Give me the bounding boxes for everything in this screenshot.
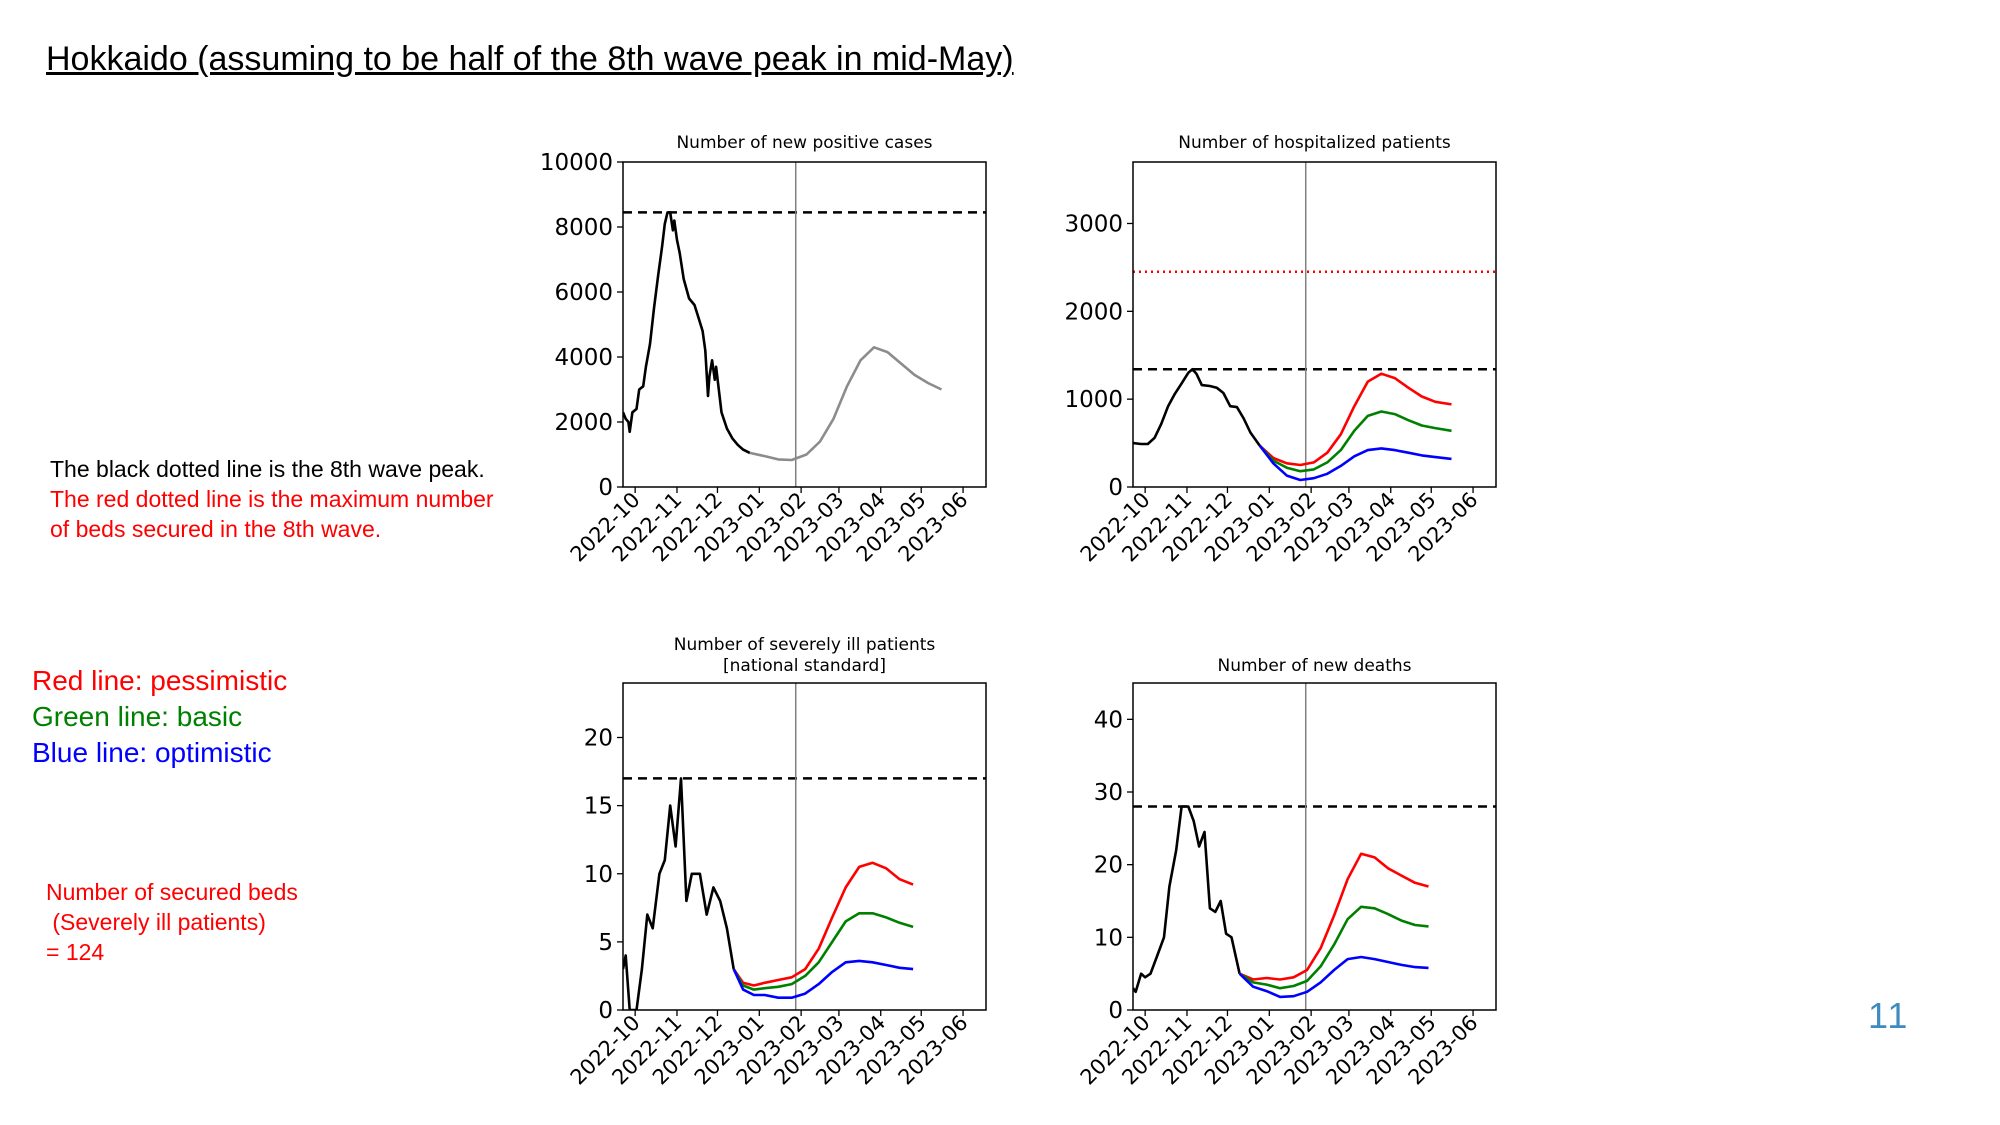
y-tick-label: 10 [1094, 925, 1123, 951]
y-tick-label: 40 [1094, 707, 1123, 733]
y-tick-label: 4000 [554, 345, 613, 371]
y-tick-label: 2000 [1064, 299, 1123, 325]
legend-optimistic: Blue line: optimistic [32, 737, 272, 768]
page-title: Hokkaido (assuming to be half of the 8th… [46, 40, 1014, 78]
y-tick-label: 2000 [554, 410, 613, 436]
series-line-basic [1258, 410, 1452, 473]
plot-frame [1132, 682, 1497, 1011]
series-group [623, 777, 914, 1010]
plot-frame [622, 682, 987, 1011]
chart-title: Number of severely ill patients [674, 635, 936, 655]
y-tick-label: 0 [598, 475, 613, 501]
series-line-pessimistic [1239, 852, 1429, 981]
y-tick-label: 0 [1108, 998, 1123, 1024]
severely-ill-patients-chart: Number of severely ill patients[national… [566, 635, 987, 1090]
y-tick-label: 10 [584, 862, 613, 888]
chart-title: Number of new positive cases [676, 133, 932, 153]
secured-beds-line-2: (Severely ill patients) [46, 909, 266, 935]
plot-frame [1132, 161, 1497, 488]
page-number: 11 [1868, 995, 1910, 1036]
reference-lines-note: The black dotted line is the 8th wave pe… [50, 454, 494, 544]
legend-pessimistic: Red line: pessimistic [32, 665, 288, 696]
new-positive-cases-chart: Number of new positive cases 0 2000 4000 600… [540, 133, 987, 567]
secured-beds-line-1: Number of secured beds [46, 879, 298, 905]
plot-frame [622, 161, 987, 488]
chart-title: [national standard] [723, 656, 886, 676]
series-line-optimistic [1258, 444, 1452, 482]
new-deaths-chart: Number of new deaths0102030402022-102022… [1076, 656, 1497, 1090]
legend-basic: Green line: basic [32, 701, 243, 732]
y-tick-label: 20 [1094, 853, 1123, 879]
secured-beds-line-3: = 124 [46, 939, 105, 965]
chart-title: Number of hospitalized patients [1178, 133, 1451, 153]
hospitalized-patients-chart: Number of hospitalized patients 0 1000 2000… [1064, 133, 1497, 567]
y-tick-label: 1000 [1064, 387, 1123, 413]
series-line-pessimistic [1258, 372, 1452, 467]
y-tick-label: 8000 [554, 215, 613, 241]
y-tick-label: 0 [598, 998, 613, 1024]
series-group [623, 211, 943, 462]
y-tick-label: 30 [1094, 780, 1123, 806]
series-line-actual [623, 211, 751, 455]
series-line-optimistic [732, 959, 914, 999]
series-line-actual [1133, 805, 1241, 994]
y-tick-label: 0 [1108, 475, 1123, 501]
y-tick-label: 15 [584, 794, 613, 820]
secured-beds-note: Number of secured beds (Severely ill pat… [46, 877, 298, 967]
series-line-projection [749, 346, 943, 462]
y-tick-label: 20 [584, 726, 613, 752]
black-line-note: The black dotted line is the 8th wave pe… [50, 456, 485, 482]
y-tick-label: 10000 [540, 150, 613, 176]
series-line-basic [1238, 905, 1429, 990]
series-line-actual [1133, 368, 1261, 447]
series-group [1133, 805, 1429, 999]
y-tick-label: 3000 [1064, 211, 1123, 237]
series-line-pessimistic [732, 861, 914, 987]
chart-title: Number of new deaths [1218, 656, 1412, 676]
scenario-legend: Red line: pessimistic Green line: basic … [32, 663, 287, 771]
y-tick-label: 6000 [554, 280, 613, 306]
series-line-actual [623, 777, 735, 1010]
red-line-note-1: The red dotted line is the maximum numbe… [50, 486, 494, 512]
y-tick-label: 5 [598, 930, 613, 956]
red-line-note-2: of beds secured in the 8th wave. [50, 516, 382, 542]
series-line-basic [732, 912, 914, 991]
series-group [1133, 368, 1452, 482]
series-line-optimistic [1238, 955, 1429, 999]
